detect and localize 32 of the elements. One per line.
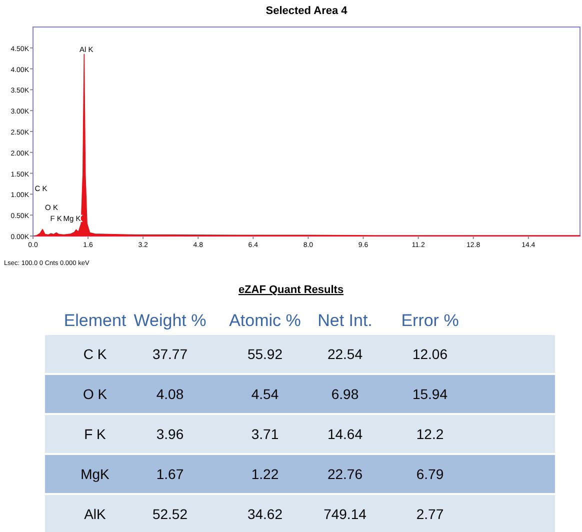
data-label: 52.52 — [152, 506, 188, 522]
x-tick-label: Net Int. — [318, 311, 372, 330]
data-label: 4.54 — [251, 386, 279, 402]
data-label: 12.06 — [412, 346, 448, 362]
data-label: 1.67 — [156, 466, 184, 482]
data-label: 15.94 — [412, 386, 448, 402]
data-label: 1.22 — [251, 466, 279, 482]
x-tick-label: Error % — [401, 311, 459, 330]
data-label: 55.92 — [247, 346, 283, 362]
y-tick-label: F K — [84, 426, 107, 442]
data-label: 749.14 — [324, 506, 367, 522]
data-label: 12.2 — [416, 426, 444, 442]
data-label: 2.77 — [416, 506, 444, 522]
data-label: 22.76 — [327, 466, 363, 482]
data-label: 3.96 — [156, 426, 184, 442]
x-tick-label: Weight % — [134, 311, 206, 330]
y-tick-label: O K — [82, 386, 108, 402]
y-tick-label: MgK — [80, 466, 110, 482]
y-axis-title: Element — [64, 311, 126, 330]
data-label: 22.54 — [327, 346, 363, 362]
y-tick-label: AlK — [84, 506, 107, 522]
data-label: 34.62 — [247, 506, 283, 522]
data-label: 3.71 — [251, 426, 279, 442]
data-label: 6.79 — [416, 466, 444, 482]
y-tick-label: C K — [83, 346, 108, 362]
chart-title: Selected Area 4 — [266, 5, 348, 17]
x-tick-label: Atomic % — [229, 311, 301, 330]
data-label: 4.08 — [156, 386, 184, 402]
data-label: 6.98 — [331, 386, 359, 402]
data-label: 37.77 — [152, 346, 188, 362]
data-label: 14.64 — [327, 426, 363, 442]
chart-title: eZAF Quant Results — [238, 284, 344, 296]
